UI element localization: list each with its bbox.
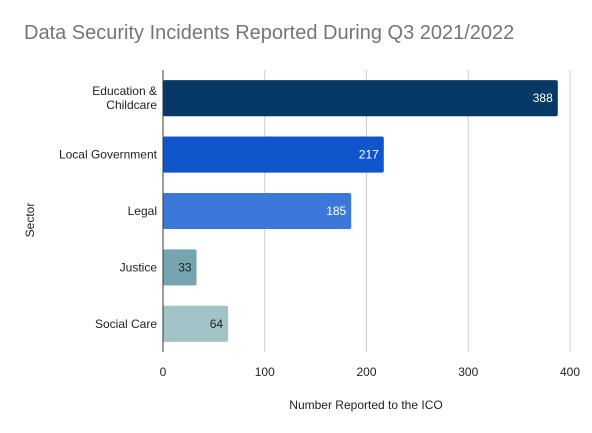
data-label-2: 185 xyxy=(326,204,346,218)
data-label-3: 33 xyxy=(178,260,192,274)
x-tick-label: 300 xyxy=(458,365,478,379)
labels: 0 100 200 300 400 388 Education & Childcare 217 L… xyxy=(59,84,580,379)
bar-1 xyxy=(163,136,384,173)
data-label-4: 64 xyxy=(210,317,224,331)
category-label-3: Justice xyxy=(120,260,158,274)
data-label-0: 388 xyxy=(533,91,553,105)
x-tick-label: 400 xyxy=(560,365,580,379)
category-label-2: Legal xyxy=(128,204,157,218)
category-label-1: Local Government xyxy=(59,148,158,162)
x-tick-label: 100 xyxy=(255,365,275,379)
x-tick-label: 0 xyxy=(160,365,167,379)
bar-2 xyxy=(163,192,352,230)
category-label-4: Social Care xyxy=(95,317,157,331)
bar-0 xyxy=(163,80,558,117)
bar-3 xyxy=(163,249,197,286)
category-label-0: Education & Childcare xyxy=(92,84,157,112)
chart-title: Data Security Incidents Reported During … xyxy=(24,22,515,44)
bars xyxy=(162,70,558,352)
x-axis-title: Number Reported to the ICO xyxy=(289,398,443,412)
bar-4 xyxy=(163,305,229,342)
x-tick-label: 200 xyxy=(356,365,376,379)
data-label-1: 217 xyxy=(359,148,379,162)
